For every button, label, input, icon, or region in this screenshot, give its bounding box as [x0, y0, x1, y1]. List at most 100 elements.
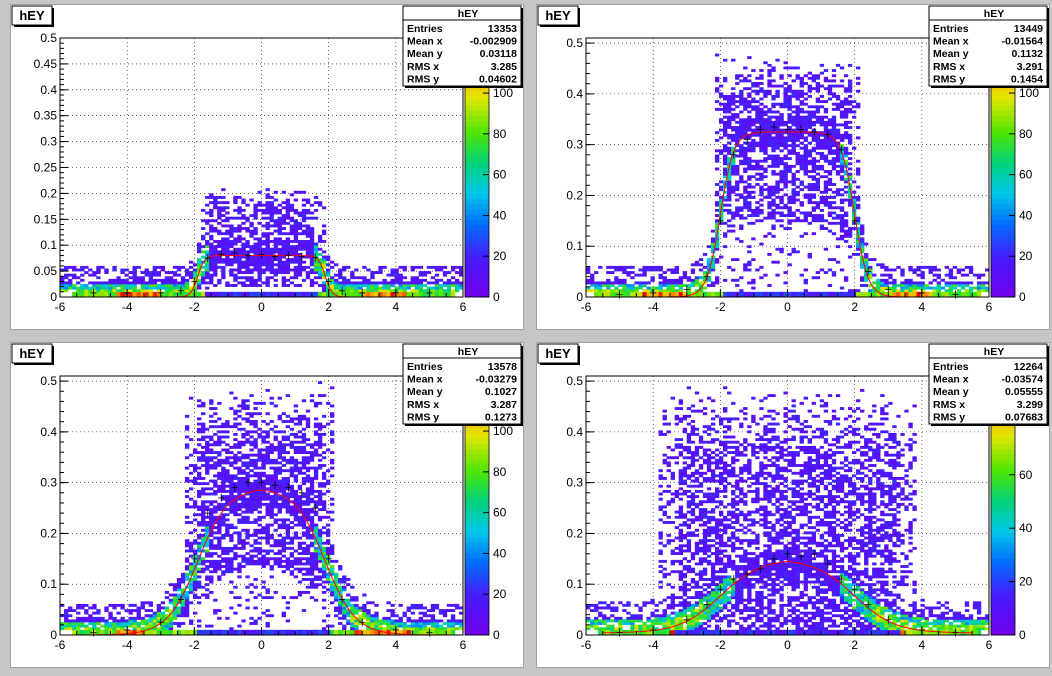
histogram-cell — [265, 448, 270, 452]
histogram-cell — [714, 221, 720, 225]
histogram-cell — [72, 273, 77, 277]
histogram-cell — [245, 250, 250, 254]
histogram-cell — [201, 273, 206, 277]
histogram-cell — [908, 281, 913, 285]
histogram-cell — [819, 198, 825, 202]
histogram-cell — [811, 208, 817, 212]
histogram-cell — [261, 471, 266, 475]
histogram-cell — [759, 276, 764, 280]
histogram-cell — [731, 224, 736, 228]
histogram-cell — [197, 456, 202, 460]
histogram-cell — [144, 622, 149, 625]
histogram-cell — [253, 549, 258, 553]
histogram-cell — [140, 616, 145, 620]
colorbar-segment — [465, 224, 489, 231]
histogram-cell — [285, 240, 291, 243]
histogram-cell — [257, 505, 262, 509]
histogram-cell — [835, 131, 841, 135]
x-tick-label: 0 — [258, 300, 265, 314]
histogram-cell — [217, 528, 222, 532]
histogram-cell — [807, 151, 812, 155]
histogram-cell — [116, 281, 121, 285]
histogram-cell — [831, 167, 837, 171]
histogram-cell — [293, 508, 299, 511]
histogram-cell — [783, 102, 788, 106]
histogram-cell — [630, 291, 635, 298]
histogram-cell — [201, 291, 206, 298]
histogram-cell — [209, 401, 214, 405]
histogram-cell — [225, 495, 230, 499]
histogram-cell — [132, 281, 137, 285]
histogram-cell — [241, 487, 246, 491]
histogram-cell — [273, 495, 278, 499]
histogram-cell — [253, 430, 258, 434]
histogram-cell — [920, 281, 925, 285]
colorbar-tick-label: 60 — [1019, 168, 1033, 182]
histogram-cell — [217, 232, 222, 236]
histogram-cell — [739, 276, 744, 280]
histogram-cell — [313, 265, 319, 269]
histogram-cell — [281, 284, 286, 287]
histogram-cell — [285, 284, 291, 287]
histogram-cell — [638, 281, 643, 285]
histogram-cell — [839, 221, 845, 225]
histogram-cell — [654, 289, 659, 293]
histogram-cell — [313, 291, 319, 298]
histogram-cell — [763, 113, 768, 116]
histogram-cell — [233, 461, 238, 465]
histogram-cell — [297, 273, 303, 277]
histogram-cell — [253, 461, 258, 465]
histogram-cell — [843, 159, 849, 163]
histogram-cell — [237, 234, 242, 238]
histogram-cell — [839, 66, 845, 70]
histogram-cell — [297, 552, 303, 556]
histogram-cell — [76, 276, 81, 280]
histogram-cell — [184, 466, 190, 470]
histogram-cell — [723, 146, 728, 150]
histogram-cell — [795, 131, 800, 135]
histogram-cell — [795, 177, 800, 181]
histogram-cell — [759, 219, 764, 223]
histogram-cell — [723, 131, 728, 135]
histogram-cell — [205, 219, 210, 223]
plot-title: hEY — [19, 8, 45, 23]
histogram-cell — [265, 201, 270, 205]
histogram-cell — [426, 271, 432, 274]
histogram-cell — [289, 417, 295, 421]
histogram-cell — [233, 487, 238, 491]
histogram-cell — [807, 201, 812, 205]
histogram-cell — [197, 427, 202, 431]
histogram-cell — [350, 284, 355, 287]
histogram-cell — [209, 541, 214, 545]
histogram-cell — [265, 242, 270, 246]
histogram-cell — [714, 167, 720, 171]
histogram-cell — [225, 557, 230, 561]
histogram-cell — [96, 611, 101, 615]
histogram-cell — [136, 611, 141, 615]
histogram-cell — [743, 123, 748, 127]
histogram-cell — [759, 126, 764, 129]
histogram-cell — [132, 603, 137, 607]
histogram-cell — [309, 255, 315, 259]
histogram-cell — [241, 247, 246, 251]
histogram-cell — [723, 162, 728, 166]
histogram-cell — [229, 557, 234, 561]
histogram-cell — [799, 164, 804, 168]
histogram-cell — [176, 593, 182, 597]
histogram-cell — [807, 87, 812, 91]
histogram-cell — [811, 149, 817, 153]
histogram-cell — [188, 590, 194, 594]
histogram-cell — [811, 185, 817, 189]
histogram-cell — [205, 435, 210, 439]
histogram-cell — [434, 265, 440, 269]
colorbar-segment — [465, 208, 489, 215]
histogram-cell — [249, 258, 254, 262]
histogram-cell — [201, 502, 206, 506]
histogram-cell — [297, 240, 303, 243]
histogram-cell — [261, 401, 266, 405]
histogram-cell — [759, 185, 764, 189]
histogram-cell — [851, 180, 857, 184]
histogram-cell — [253, 216, 258, 220]
colorbar-segment — [465, 229, 489, 236]
histogram-cell — [140, 281, 145, 285]
